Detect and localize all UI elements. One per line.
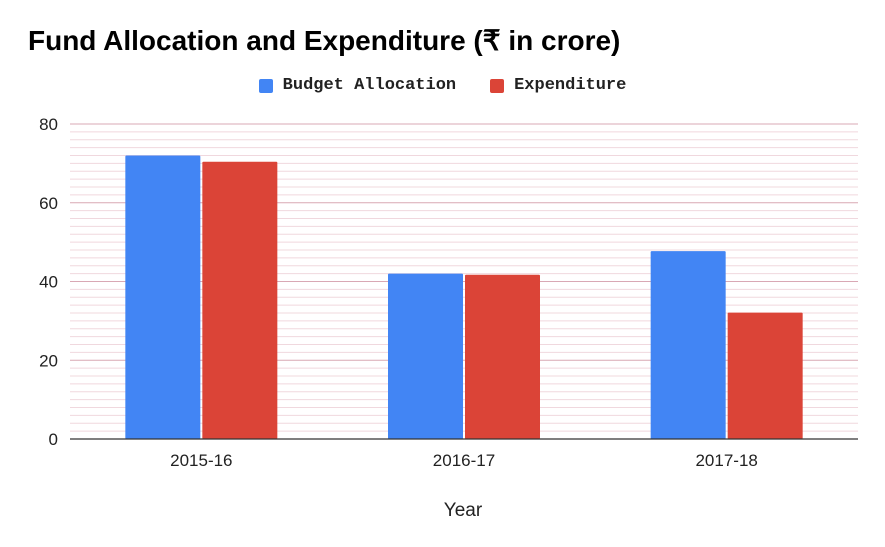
- legend-label-budget-allocation: Budget Allocation: [282, 76, 457, 95]
- legend-swatch-budget-allocation: [258, 78, 273, 93]
- y-tick-label: 60: [39, 194, 58, 213]
- x-axis: 2015-16 2016-17 2017-18: [70, 438, 858, 470]
- legend-swatch-expenditure: [490, 78, 505, 93]
- bars: [125, 155, 803, 440]
- bar-budget-allocation-2016-17: [388, 273, 463, 439]
- legend-item-budget-allocation: Budget Allocation: [258, 76, 457, 95]
- y-tick-label: 40: [39, 273, 58, 292]
- x-tick-label: 2015-16: [170, 451, 232, 470]
- legend: Budget Allocation Expenditure: [0, 76, 885, 95]
- bar-expenditure-2017-18: [727, 312, 803, 439]
- bar-expenditure-2015-16: [202, 161, 278, 440]
- x-axis-title: Year: [444, 500, 483, 521]
- gridlines: [70, 123, 858, 432]
- chart-title: Fund Allocation and Expenditure (₹ in cr…: [28, 25, 621, 56]
- x-tick-label: 2016-17: [433, 451, 495, 470]
- x-tick-label: 2017-18: [695, 451, 757, 470]
- bar-budget-allocation-2015-16: [125, 155, 201, 439]
- y-tick-label: 20: [39, 351, 58, 370]
- bar-budget-allocation-2017-18: [650, 251, 726, 439]
- y-axis: 0 20 40 60 80: [39, 115, 58, 449]
- y-tick-label: 0: [49, 430, 58, 449]
- legend-label-expenditure: Expenditure: [514, 76, 627, 95]
- y-tick-label: 80: [39, 115, 58, 134]
- bar-expenditure-2016-17: [465, 274, 540, 439]
- legend-item-expenditure: Expenditure: [490, 76, 626, 95]
